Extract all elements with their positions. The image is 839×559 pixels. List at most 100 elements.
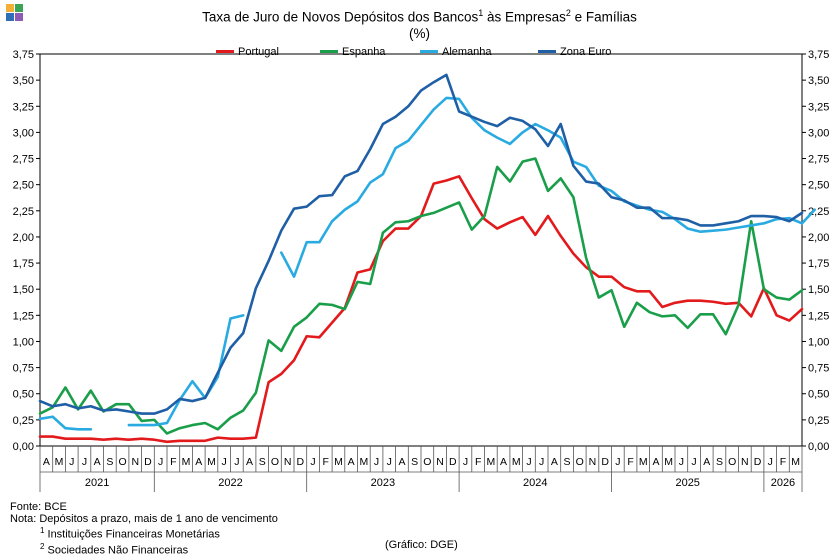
x-month-label: D <box>601 456 609 468</box>
title-footnote-2: 2 <box>565 8 571 18</box>
x-month-label: S <box>716 456 723 468</box>
logo-square-yellow <box>6 4 14 12</box>
x-month-label: F <box>627 456 633 468</box>
y-tick-label-right: 2,00 <box>808 232 829 244</box>
x-month-label: M <box>334 456 343 468</box>
x-month-label: N <box>589 456 597 468</box>
legend-label: Espanha <box>342 46 386 58</box>
y-tick-label-left: 1,50 <box>13 284 34 296</box>
chart-title: Taxa de Juro de Novos Depósitos dos Banc… <box>0 8 839 25</box>
footnote-2-mark: 2 <box>40 541 45 551</box>
x-month-label: S <box>259 456 266 468</box>
x-month-label: N <box>131 456 139 468</box>
x-month-label: J <box>387 456 392 468</box>
x-month-label: M <box>664 456 673 468</box>
x-month-label: M <box>639 456 648 468</box>
note-text: Nota: Depósitos a prazo, mais de 1 ano d… <box>10 513 278 525</box>
x-month-label: M <box>512 456 521 468</box>
legend-label: Alemanha <box>442 46 492 58</box>
x-year-label: 2025 <box>675 477 699 489</box>
y-tick-label-right: 0,00 <box>808 441 829 453</box>
source-text: Fonte: BCE <box>10 501 67 513</box>
x-month-label: M <box>359 456 368 468</box>
x-month-label: J <box>310 456 315 468</box>
x-month-label: N <box>741 456 749 468</box>
x-month-label: S <box>411 456 418 468</box>
legend-label: Portugal <box>238 46 279 58</box>
series-line-espanha <box>38 157 804 435</box>
x-month-label: A <box>348 456 355 468</box>
footnote-2: 2 Sociedades Não Financeiras <box>10 541 278 557</box>
x-month-label: S <box>106 456 113 468</box>
legend-label: Zona Euro <box>560 46 612 58</box>
y-tick-label-right: 0,75 <box>808 363 829 375</box>
x-month-label: J <box>679 456 684 468</box>
x-month-label: J <box>526 456 531 468</box>
logo-square-green <box>15 4 23 12</box>
series-line-alemanha <box>38 415 93 431</box>
y-tick-label-left: 3,75 <box>13 49 34 61</box>
x-month-label: M <box>207 456 216 468</box>
x-month-label: A <box>500 456 507 468</box>
y-tick-label-right: 0,25 <box>808 415 829 427</box>
y-tick-label-right: 1,75 <box>808 258 829 270</box>
y-tick-label-right: 3,25 <box>808 101 829 113</box>
x-month-label: O <box>576 456 584 468</box>
y-tick-label-left: 3,00 <box>13 127 34 139</box>
x-month-label: F <box>780 456 786 468</box>
legend-item-portugal: Portugal <box>216 45 279 59</box>
x-month-label: A <box>551 456 558 468</box>
legend: Portugal Espanha Alemanha Zona Euro <box>0 45 839 61</box>
y-tick-label-left: 2,75 <box>13 154 34 166</box>
x-month-label: J <box>158 456 163 468</box>
legend-swatch-zona-euro <box>538 49 556 53</box>
y-tick-label-left: 1,25 <box>13 310 34 322</box>
x-month-label: J <box>539 456 544 468</box>
y-tick-label-left: 0,50 <box>13 389 34 401</box>
title-text: Taxa de Juro de Novos Depósitos dos Banc… <box>202 9 479 25</box>
series-line-alemanha <box>127 314 245 427</box>
y-tick-label-left: 2,50 <box>13 180 34 192</box>
y-tick-label-left: 0,25 <box>13 415 34 427</box>
footnote-1-mark: 1 <box>40 526 45 535</box>
x-year-label: 2026 <box>771 477 795 489</box>
x-month-label: M <box>791 456 800 468</box>
x-month-label: A <box>398 456 405 468</box>
x-year-label: 2021 <box>85 477 109 489</box>
legend-item-espanha: Espanha <box>320 45 385 59</box>
x-year-label: 2022 <box>218 477 242 489</box>
y-tick-label-right: 1,50 <box>808 284 829 296</box>
x-month-label: N <box>284 456 292 468</box>
y-tick-label-right: 2,75 <box>808 154 829 166</box>
x-month-label: J <box>222 456 227 468</box>
y-tick-label-right: 2,25 <box>808 206 829 218</box>
x-month-label: O <box>118 456 126 468</box>
x-month-label: A <box>703 456 710 468</box>
y-tick-label-right: 3,75 <box>808 49 829 61</box>
y-tick-label-right: 1,00 <box>808 336 829 348</box>
series-line-alemanha <box>279 96 817 278</box>
x-month-label: A <box>246 456 253 468</box>
x-month-label: F <box>475 456 481 468</box>
x-month-label: J <box>615 456 620 468</box>
footnote-1-text: Instituições Financeiras Monetárias <box>44 528 220 541</box>
notes: Fonte: BCE Nota: Depósitos a prazo, mais… <box>10 501 278 556</box>
y-tick-label-left: 3,25 <box>13 101 34 113</box>
x-month-label: O <box>271 456 279 468</box>
legend-swatch-alemanha <box>420 49 438 53</box>
x-month-label: D <box>144 456 152 468</box>
chart-credit: (Gráfico: DGE) <box>385 539 458 551</box>
y-tick-label-left: 2,25 <box>13 206 34 218</box>
y-tick-label-left: 0,75 <box>13 363 34 375</box>
x-month-label: J <box>82 456 87 468</box>
x-month-label: F <box>170 456 176 468</box>
x-month-label: A <box>195 456 202 468</box>
logo-square-blue <box>6 13 14 21</box>
x-month-label: A <box>94 456 101 468</box>
x-month-label: A <box>43 456 50 468</box>
x-month-label: J <box>691 456 696 468</box>
logo <box>6 4 24 22</box>
legend-item-zona-euro: Zona Euro <box>538 45 611 59</box>
x-month-label: O <box>728 456 736 468</box>
